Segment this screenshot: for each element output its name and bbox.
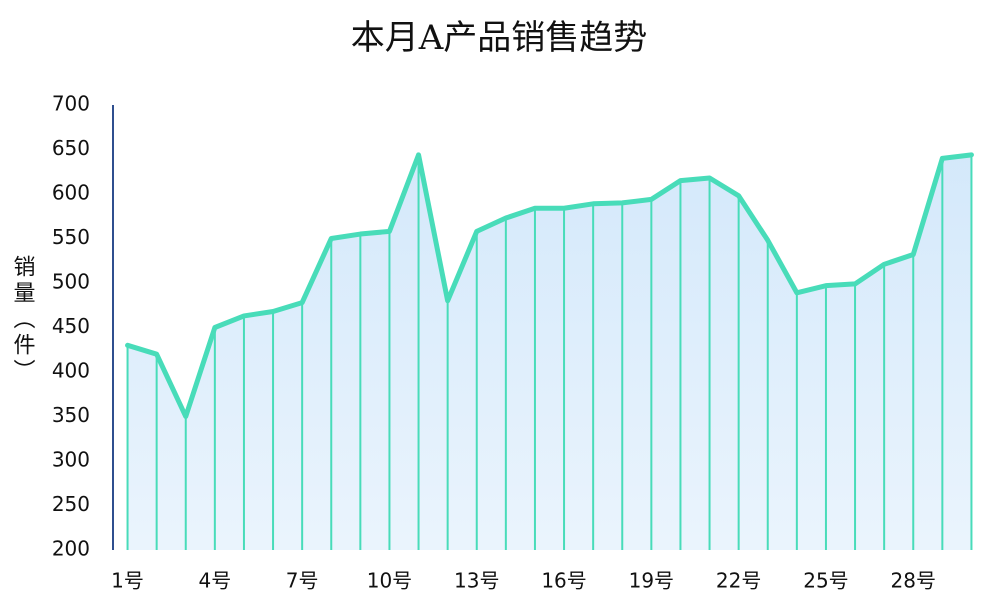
x-tick-label: 22号 xyxy=(716,569,761,593)
line xyxy=(125,152,974,419)
y-axis-label: 销量（件） xyxy=(10,255,36,385)
x-tick-label: 16号 xyxy=(541,569,586,593)
y-tick-label: 300 xyxy=(52,448,90,472)
y-tick-label: 550 xyxy=(52,225,90,249)
x-tick-label: 10号 xyxy=(367,569,412,593)
y-tick-label: 500 xyxy=(52,270,90,294)
y-tick-label: 650 xyxy=(52,136,90,160)
x-tick-label: 28号 xyxy=(891,569,936,593)
y-tick-label: 600 xyxy=(52,181,90,205)
y-tick-label: 350 xyxy=(52,403,90,427)
x-tick-label: 4号 xyxy=(198,569,231,593)
x-tick-label: 25号 xyxy=(803,569,848,593)
x-tick-label: 1号 xyxy=(111,569,144,593)
x-tick-label: 13号 xyxy=(454,569,499,593)
y-tick-label: 200 xyxy=(52,537,90,561)
x-tick-label: 19号 xyxy=(629,569,674,593)
chart-title: 本月A产品销售趋势 xyxy=(351,18,648,58)
y-tick-label: 700 xyxy=(52,92,90,116)
y-tick-label: 400 xyxy=(52,359,90,383)
x-tick-label: 7号 xyxy=(286,569,319,593)
y-tick-label: 250 xyxy=(52,492,90,516)
area xyxy=(127,154,972,550)
y-tick-label: 450 xyxy=(52,314,90,338)
